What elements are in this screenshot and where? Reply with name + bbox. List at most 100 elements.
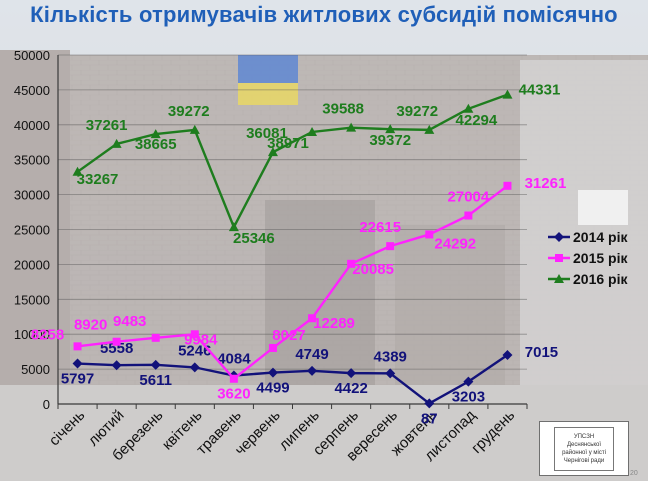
y-tick-label: 20000 — [14, 257, 50, 272]
series-2014-data-label: 4084 — [217, 350, 251, 367]
legend-2014-label: 2014 рік — [573, 229, 628, 245]
series-2014-data-label: 5611 — [139, 372, 172, 389]
series-2015-data-label: 8027 — [272, 327, 305, 344]
series-2015-marker — [112, 337, 121, 346]
series-2016-marker — [307, 126, 318, 136]
x-category-label: грудень — [468, 407, 518, 457]
series-2015-data-label: 22615 — [359, 219, 401, 236]
series-2014-data-label: 3203 — [452, 389, 485, 406]
legend-2014-marker — [554, 232, 564, 242]
y-tick-label: 10000 — [14, 327, 50, 342]
series-2016-data-label: 25346 — [233, 230, 275, 247]
series-2016-data-label: 33267 — [77, 171, 119, 188]
series-2014-marker — [463, 376, 474, 387]
series-2014-data-label: 5558 — [100, 340, 133, 357]
series-2016-marker — [267, 147, 278, 157]
series-2015-marker — [425, 230, 434, 239]
legend-2016-marker — [554, 274, 564, 283]
series-2015-data-label: 12289 — [313, 315, 355, 332]
series-2015-data-label: 8258 — [31, 326, 64, 343]
y-tick-label: 35000 — [14, 153, 50, 168]
series-2016-data-label: 39272 — [396, 103, 438, 120]
y-tick-label: 15000 — [14, 292, 50, 307]
series-2016-marker — [150, 129, 161, 139]
series-2015-marker — [308, 314, 317, 323]
legend-2015-marker — [555, 254, 563, 262]
y-tick-label: 50000 — [14, 48, 50, 63]
series-2015-marker — [347, 259, 356, 268]
series-2014-data-label: 4422 — [334, 380, 367, 397]
series-2014-marker — [346, 368, 357, 379]
series-2016-data-label: 38971 — [267, 135, 309, 152]
series-2014-marker — [111, 360, 122, 371]
page-number: 20 — [630, 470, 638, 477]
series-2014-marker — [72, 358, 83, 369]
series-2015-marker — [464, 211, 473, 220]
series-2016-marker — [463, 103, 474, 113]
series-2016-marker — [72, 166, 83, 176]
series-2016-marker — [424, 124, 435, 134]
series-2016-data-label: 39372 — [369, 132, 411, 149]
series-2014-data-label: 5797 — [61, 371, 94, 388]
series-2014-data-label: 4749 — [295, 346, 328, 363]
series-2015-data-label: 3620 — [217, 386, 250, 403]
series-2016-marker — [385, 124, 396, 134]
series-2015-marker — [386, 242, 395, 251]
series-2015-marker — [73, 342, 82, 351]
series-2015-marker — [190, 330, 199, 339]
series-2015-marker — [503, 181, 512, 190]
series-2015-marker — [151, 333, 160, 342]
series-2015-marker — [268, 343, 277, 352]
series-2015-data-label: 31261 — [525, 175, 567, 192]
series-2014-line — [77, 354, 509, 405]
series-2014-data-label: 87 — [421, 410, 438, 427]
series-2016-data-label: 42294 — [456, 112, 498, 129]
organization-logo: УПСЗН Деснянської районної у місті Черні… — [539, 421, 629, 476]
series-2016-data-label: 39588 — [322, 101, 364, 118]
series-2016-data-label: 39272 — [168, 103, 210, 120]
series-2015-data-label: 20085 — [352, 261, 394, 278]
series-2015-data-label: 24292 — [434, 235, 476, 252]
series-2016-line — [76, 93, 508, 230]
series-2014-marker — [307, 365, 318, 376]
y-tick-label: 45000 — [14, 83, 50, 98]
y-tick-label: 5000 — [21, 362, 50, 377]
series-2014-data-label: 5246 — [178, 342, 211, 359]
series-2014-marker — [189, 362, 200, 373]
page-title: Кількість отримувачів житлових субсидій … — [30, 2, 618, 27]
series-2016-data-label: 38665 — [135, 136, 177, 153]
series-2016-data-label: 36081 — [246, 125, 288, 142]
series-2014-data-label: 4389 — [374, 348, 407, 365]
series-2014-marker — [502, 350, 513, 361]
legend-2015-label: 2015 рік — [573, 250, 628, 266]
series-2015-data-label: 9483 — [113, 313, 146, 330]
series-2015-marker — [229, 374, 238, 383]
series-2016-marker — [111, 138, 122, 148]
y-tick-label: 25000 — [14, 223, 50, 238]
x-category-label: січень — [46, 407, 89, 450]
series-2014-marker — [267, 367, 278, 378]
y-tick-label: 30000 — [14, 188, 50, 203]
legend-2016-label: 2016 рік — [573, 271, 628, 287]
series-2014-marker — [424, 398, 435, 409]
series-2016-marker — [189, 124, 200, 134]
series-2015-data-label: 9984 — [184, 331, 218, 348]
logo-frame: УПСЗН Деснянської районної у місті Черні… — [554, 426, 614, 471]
series-2016-data-label: 44331 — [519, 82, 561, 99]
series-2016-marker — [346, 122, 357, 132]
series-2015-data-label: 8920 — [74, 317, 107, 334]
logo-text: УПСЗН Деснянської районної у місті Черні… — [562, 433, 606, 464]
y-tick-label: 0 — [43, 397, 50, 412]
series-2015-line — [77, 184, 509, 381]
series-2014-marker — [385, 368, 396, 379]
series-2014-data-label: 4499 — [256, 380, 289, 397]
series-2014-data-label: 7015 — [525, 344, 558, 361]
series-2014-marker — [150, 359, 161, 370]
series-2016-marker — [228, 222, 239, 232]
series-2015-data-label: 27004 — [448, 189, 490, 206]
y-tick-label: 40000 — [14, 118, 50, 133]
series-2016-marker — [502, 89, 513, 99]
